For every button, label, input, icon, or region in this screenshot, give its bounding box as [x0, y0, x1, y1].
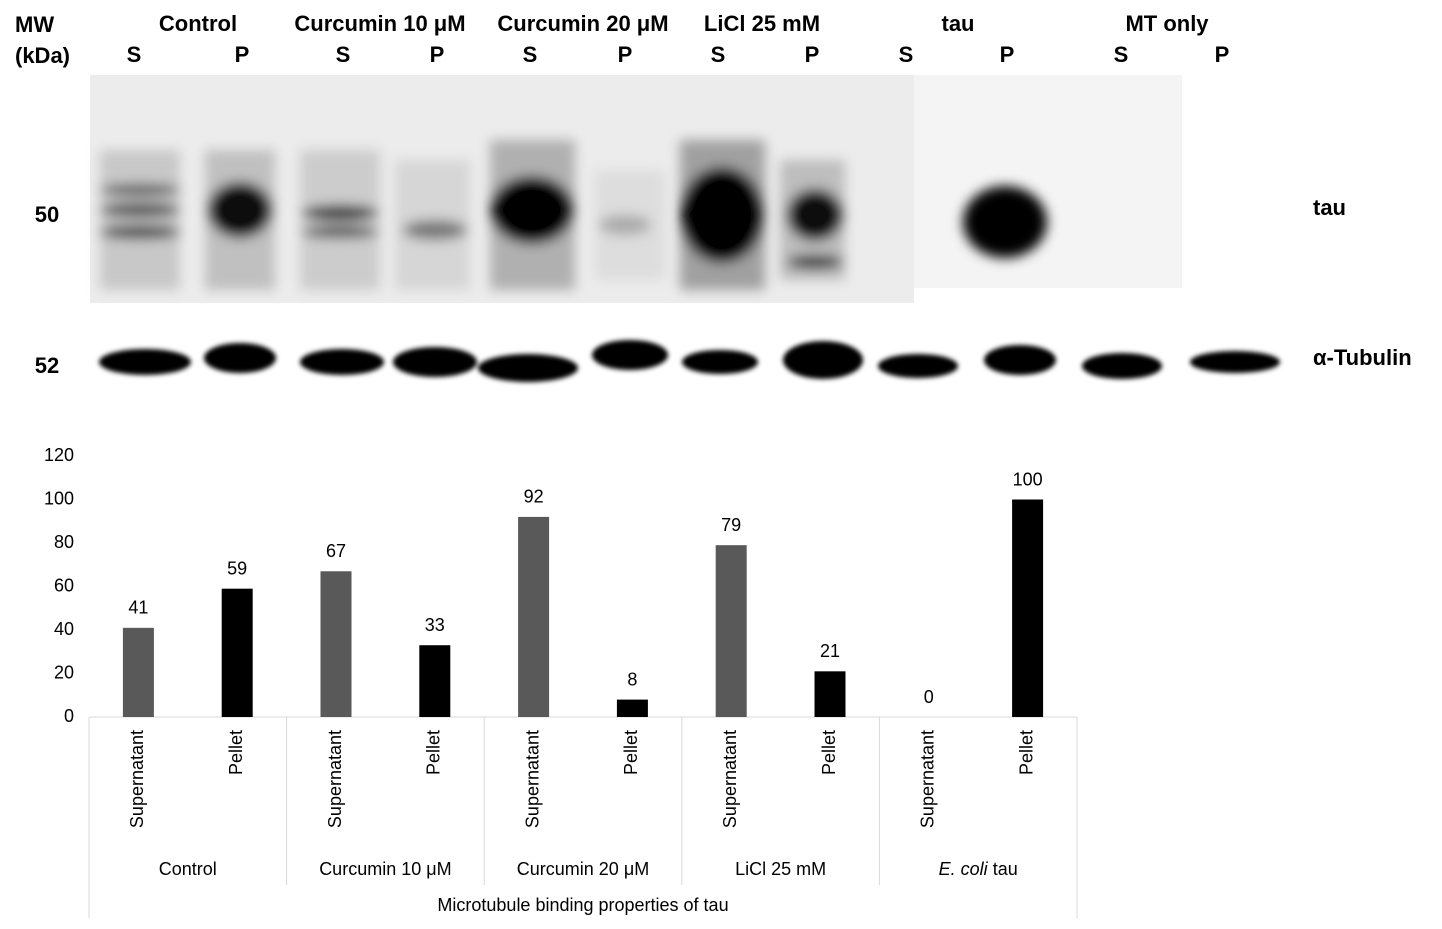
- category-label-text: tau: [993, 859, 1018, 879]
- tubulin-bands: [99, 340, 1280, 382]
- tau-bands: [100, 140, 1047, 290]
- lane-label: S: [899, 42, 914, 67]
- lane-label: P: [1215, 42, 1230, 67]
- bar: [715, 545, 747, 717]
- category-label: Control: [159, 859, 217, 879]
- mw-unit: (kDa): [15, 43, 70, 68]
- bar: [419, 645, 451, 717]
- value-label: 67: [326, 541, 346, 561]
- value-label: 0: [924, 687, 934, 707]
- sub-category-label: Supernatant: [720, 730, 740, 828]
- y-tick-label: 60: [54, 575, 74, 595]
- lane-label: P: [430, 42, 445, 67]
- row-label: α-Tubulin: [1313, 345, 1412, 370]
- category-label: LiCl 25 mM: [735, 859, 826, 879]
- lane-label: S: [336, 42, 351, 67]
- category-label-italic: E. coli: [939, 859, 989, 879]
- value-label: 8: [627, 669, 637, 689]
- value-label: 79: [721, 515, 741, 535]
- category-label: E. coli tau: [939, 859, 1018, 879]
- chart-axes: Microtubule binding properties of tau: [437, 895, 728, 915]
- value-label: 21: [820, 641, 840, 661]
- lane-label: P: [805, 42, 820, 67]
- y-tick-label: 0: [64, 706, 74, 726]
- lane-label: S: [523, 42, 538, 67]
- group-label: MT only: [1125, 11, 1209, 36]
- y-tick-label: 20: [54, 662, 74, 682]
- sub-category-label: Supernatant: [127, 730, 147, 828]
- y-tick-label: 80: [54, 532, 74, 552]
- lane-label: P: [235, 42, 250, 67]
- group-label: tau: [942, 11, 975, 36]
- x-axis-title: Microtubule binding properties of tau: [437, 895, 728, 915]
- mw-label: MW: [15, 12, 54, 37]
- sub-category-label: Pellet: [621, 730, 641, 775]
- marker-label: 50: [35, 202, 59, 227]
- group-label: Control: [159, 11, 237, 36]
- group-label: Curcumin 20 μM: [497, 11, 668, 36]
- bar: [122, 627, 154, 717]
- lane-label: P: [1000, 42, 1015, 67]
- row-label: tau: [1313, 195, 1346, 220]
- y-tick-label: 100: [44, 488, 74, 508]
- y-tick-label: 40: [54, 619, 74, 639]
- value-label: 59: [227, 558, 247, 578]
- value-label: 41: [128, 598, 148, 618]
- lane-label: S: [1114, 42, 1129, 67]
- sub-category-label: Pellet: [226, 730, 246, 775]
- lane-label: S: [127, 42, 142, 67]
- sub-category-label: Supernatant: [918, 730, 938, 828]
- bar: [616, 699, 648, 717]
- sub-category-label: Pellet: [819, 730, 839, 775]
- lane-label: P: [618, 42, 633, 67]
- blot-membrane: [914, 75, 1182, 288]
- bar: [814, 671, 846, 717]
- category-label: Curcumin 10 μM: [319, 859, 451, 879]
- category-label: Curcumin 20 μM: [517, 859, 649, 879]
- bar: [518, 516, 550, 717]
- western-blot: MW (kDa) 50 52 tau α-Tubulin: [15, 12, 1412, 382]
- sub-category-label: Supernatant: [325, 730, 345, 828]
- sub-category-label: Pellet: [424, 730, 444, 775]
- value-label: 33: [425, 615, 445, 635]
- y-tick-label: 120: [44, 445, 74, 465]
- lane-label: S: [711, 42, 726, 67]
- sub-category-label: Pellet: [1016, 730, 1036, 775]
- sub-category-label: Supernatant: [522, 730, 542, 828]
- bar: [1012, 499, 1044, 717]
- bar: [221, 588, 253, 717]
- bar: [320, 571, 352, 717]
- value-label: 92: [524, 487, 544, 507]
- group-label: Curcumin 10 μM: [294, 11, 465, 36]
- value-label: 100: [1013, 469, 1043, 489]
- marker-label: 52: [35, 353, 59, 378]
- group-label: LiCl 25 mM: [704, 11, 820, 36]
